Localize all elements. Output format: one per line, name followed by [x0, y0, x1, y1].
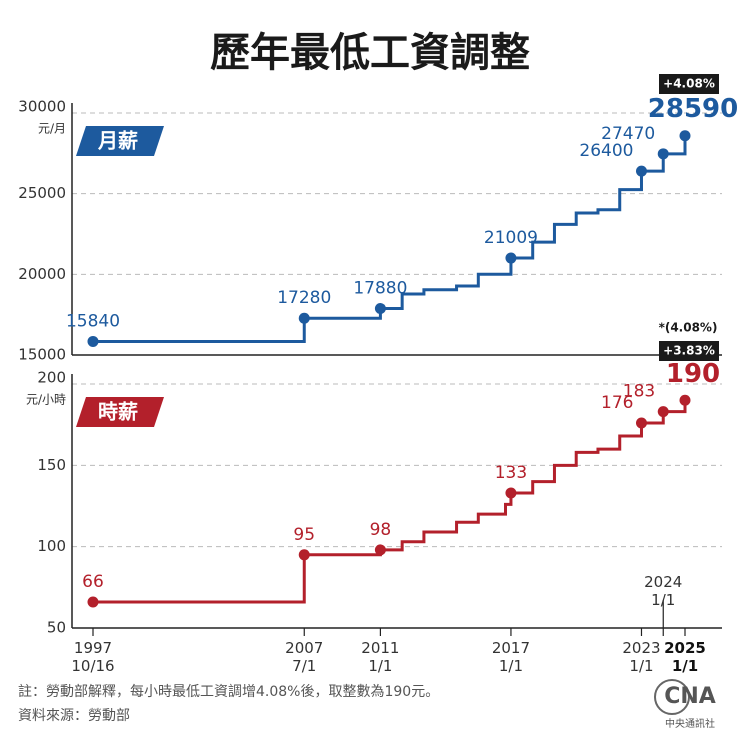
y-tick-label: 20000: [18, 265, 66, 283]
source: 資料來源：勞動部: [18, 708, 130, 724]
value-label: 133: [495, 463, 527, 483]
y-tick-label: 25000: [18, 184, 66, 202]
value-label: 176: [601, 393, 633, 413]
x-tick-label: 1997 10/16: [71, 639, 114, 675]
point: [635, 165, 647, 177]
point: [87, 335, 99, 347]
logo-ring: [654, 679, 690, 715]
point: [374, 303, 386, 315]
value-label: 183: [623, 382, 655, 402]
note: 註：勞動部解釋，每小時最低工資調增4.08%後，取整數為190元。: [18, 684, 439, 700]
x-tick-label: 2024 1/1: [644, 573, 682, 609]
point: [679, 130, 691, 142]
value-label: 190: [666, 359, 720, 389]
x-tick-label: 2017 1/1: [492, 639, 530, 675]
y-tick-label: 30000: [18, 98, 66, 116]
badge-bg: [659, 74, 719, 94]
value-label: 17280: [277, 288, 331, 308]
point: [635, 417, 647, 429]
y-tick-label: 150: [37, 456, 66, 474]
value-label: 26400: [579, 141, 633, 161]
panel-label: 月薪: [97, 129, 138, 153]
logo-text: 中央通訊社: [665, 717, 715, 730]
value-label: 27470: [601, 124, 655, 144]
x-tick-label: 2011 1/1: [361, 639, 399, 675]
point: [298, 549, 310, 561]
x-tick-label: 2025 1/1: [664, 639, 706, 675]
logo: CNA: [664, 684, 716, 709]
value-label: 95: [293, 525, 315, 545]
value-label: 15840: [66, 311, 120, 331]
point: [87, 596, 99, 608]
badge-bg: [659, 341, 719, 361]
point: [505, 252, 517, 264]
point: [679, 394, 691, 406]
x-tick-label: 2007 7/1: [285, 639, 323, 675]
point: [505, 487, 517, 499]
panel-label-bg: [76, 397, 164, 427]
badge: +3.83%: [663, 344, 715, 358]
y-tick-label: 50: [47, 619, 66, 637]
step-line: [93, 135, 687, 343]
chart-title: 歷年最低工資調整: [210, 30, 530, 76]
point: [657, 148, 669, 160]
value-label: 28590: [648, 94, 738, 124]
step-line: [93, 400, 687, 604]
annotation: *(4.08%): [659, 321, 718, 335]
value-label: 66: [82, 572, 104, 592]
y-tick-label: 200: [37, 369, 66, 387]
point: [657, 406, 669, 418]
y-unit: 元/月: [38, 122, 66, 136]
panel-label-bg: [76, 126, 164, 156]
value-label: 98: [370, 520, 392, 540]
y-unit: 元/小時: [26, 393, 66, 407]
value-label: 17880: [353, 279, 407, 299]
point: [374, 544, 386, 556]
y-tick-label: 100: [37, 537, 66, 555]
x-tick-label: 2023 1/1: [622, 639, 660, 675]
badge: +4.08%: [663, 77, 715, 91]
panel-label: 時薪: [98, 400, 138, 424]
point: [298, 312, 310, 324]
value-label: 21009: [484, 228, 538, 248]
y-tick-label: 15000: [18, 346, 66, 364]
